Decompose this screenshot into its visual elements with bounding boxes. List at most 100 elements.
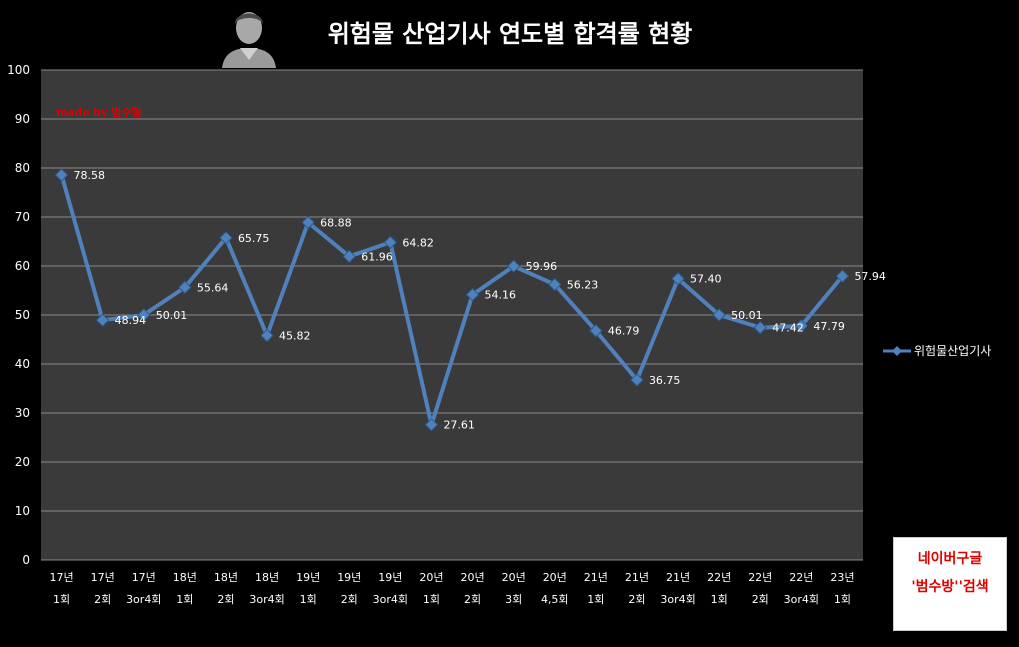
x-tick-label-round: 3or4회 xyxy=(249,593,284,606)
data-label: 59.96 xyxy=(526,260,558,273)
data-point-marker xyxy=(342,249,356,264)
data-label: 45.82 xyxy=(279,329,311,342)
x-tick-label-round: 3or4회 xyxy=(784,593,819,606)
x-tick-label-round: 1회 xyxy=(53,593,70,606)
x-tick-label-year: 21년 xyxy=(625,571,649,584)
x-tick-label-round: 1회 xyxy=(176,593,193,606)
x-tick-label-round: 3회 xyxy=(505,593,522,606)
data-labels: 78.58 48.94 50.01 55.64 65.75 45.82 68.88 61.96… xyxy=(74,169,886,432)
y-tick-label: 70 xyxy=(15,210,30,224)
x-tick-label-year: 20년 xyxy=(502,571,526,584)
data-label: 78.58 xyxy=(74,169,106,182)
search-hint-box: 네이버구글 '범수방''검색 xyxy=(893,537,1007,631)
data-point-marker xyxy=(137,308,151,322)
y-tick-label: 90 xyxy=(15,112,30,126)
data-label: 47.79 xyxy=(813,320,845,333)
data-label: 36.75 xyxy=(649,374,681,387)
data-label: 48.94 xyxy=(115,314,146,327)
data-label: 65.75 xyxy=(238,232,270,245)
x-tick-label-year: 18년 xyxy=(214,571,238,584)
data-label: 47.42 xyxy=(772,322,804,335)
data-point-marker xyxy=(671,272,685,286)
x-tick-label-round: 3or4회 xyxy=(373,593,408,606)
y-tick-label: 60 xyxy=(15,259,30,273)
y-tick-label: 80 xyxy=(15,161,30,175)
data-label: 50.01 xyxy=(156,309,188,322)
data-point-marker xyxy=(506,259,521,273)
data-label: 46.79 xyxy=(608,325,640,338)
x-tick-label-round: 3or4회 xyxy=(660,593,695,606)
legend-entry: 위험물산업기사 xyxy=(914,344,991,358)
x-tick-label-year: 18년 xyxy=(255,571,279,584)
data-point-marker xyxy=(589,324,603,338)
search-hint-line1: 네이버구글 xyxy=(917,551,983,567)
x-tick-label-year: 22년 xyxy=(707,571,731,584)
legend: 위험물산업기사 xyxy=(883,344,991,358)
x-tick-label-year: 22년 xyxy=(789,571,813,584)
x-tick-label-year: 19년 xyxy=(378,571,402,584)
data-point-marker xyxy=(383,235,398,250)
data-point-marker xyxy=(794,319,809,333)
x-axis-ticks: 17년 1회 17년 2회 17년 3or4회 18년 1회 18년 2회 18년 3or4회 19년 1… xyxy=(49,571,854,606)
data-point-marker xyxy=(712,308,726,322)
data-point-marker xyxy=(219,231,233,245)
x-tick-label-round: 1회 xyxy=(834,593,851,606)
data-label: 64.82 xyxy=(402,236,434,249)
data-point-marker xyxy=(548,277,562,292)
data-point-marker xyxy=(630,373,644,387)
x-tick-label-round: 2회 xyxy=(94,593,111,606)
x-tick-label-round: 1회 xyxy=(587,593,604,606)
x-tick-label-round: 2회 xyxy=(217,593,234,606)
series-markers xyxy=(54,168,850,432)
x-tick-label-year: 17년 xyxy=(132,571,156,584)
watermark: made by 범수형 xyxy=(56,105,142,119)
x-tick-label-round: 2회 xyxy=(628,593,645,606)
series-line-path xyxy=(59,174,844,427)
data-point-marker xyxy=(260,328,274,343)
x-tick-label-round: 4,5회 xyxy=(541,593,569,606)
data-point-marker xyxy=(95,313,110,327)
y-tick-label: 100 xyxy=(7,63,30,77)
x-tick-label-year: 20년 xyxy=(543,571,567,584)
x-tick-label-year: 18년 xyxy=(173,571,197,584)
x-tick-label-round: 1회 xyxy=(300,593,317,606)
series-line xyxy=(59,174,844,427)
x-tick-label-year: 17년 xyxy=(91,571,115,584)
data-label: 68.88 xyxy=(320,216,352,229)
data-label: 55.64 xyxy=(197,281,229,294)
x-tick-label-year: 20년 xyxy=(419,571,443,584)
data-label: 56.23 xyxy=(567,278,599,291)
data-point-marker xyxy=(835,269,850,283)
y-tick-label: 10 xyxy=(15,504,30,518)
x-tick-label-round: 2회 xyxy=(464,593,481,606)
y-tick-label: 0 xyxy=(22,553,30,567)
data-point-marker xyxy=(753,320,767,335)
y-tick-label: 20 xyxy=(15,455,30,469)
y-tick-label: 50 xyxy=(15,308,30,322)
gridlines xyxy=(41,69,863,561)
data-label: 27.61 xyxy=(443,419,475,432)
x-tick-label-round: 1회 xyxy=(711,593,728,606)
data-point-marker xyxy=(465,287,480,302)
data-point-marker xyxy=(424,418,439,432)
data-point-marker xyxy=(178,280,192,295)
x-tick-label-year: 22년 xyxy=(748,571,772,584)
data-label: 57.94 xyxy=(854,270,886,283)
x-tick-label-round: 1회 xyxy=(423,593,440,606)
legend-marker xyxy=(892,346,902,356)
chart-title: 위험물 산업기사 연도별 합격률 현황 xyxy=(327,20,693,48)
y-tick-label: 40 xyxy=(15,357,30,371)
x-tick-label-year: 21년 xyxy=(666,571,690,584)
data-point-marker xyxy=(301,215,315,230)
x-tick-label-round: 2회 xyxy=(752,593,769,606)
x-tick-label-year: 19년 xyxy=(296,571,320,584)
x-tick-label-year: 23년 xyxy=(830,571,854,584)
data-label: 61.96 xyxy=(361,250,393,263)
data-label: 57.40 xyxy=(690,273,722,286)
data-label: 50.01 xyxy=(731,309,763,322)
x-tick-label-year: 19년 xyxy=(337,571,361,584)
x-tick-label-round: 2회 xyxy=(341,593,358,606)
avatar-icon xyxy=(218,2,280,68)
y-axis-ticks: 0 10 20 30 40 50 60 70 80 90 100 xyxy=(7,63,30,567)
